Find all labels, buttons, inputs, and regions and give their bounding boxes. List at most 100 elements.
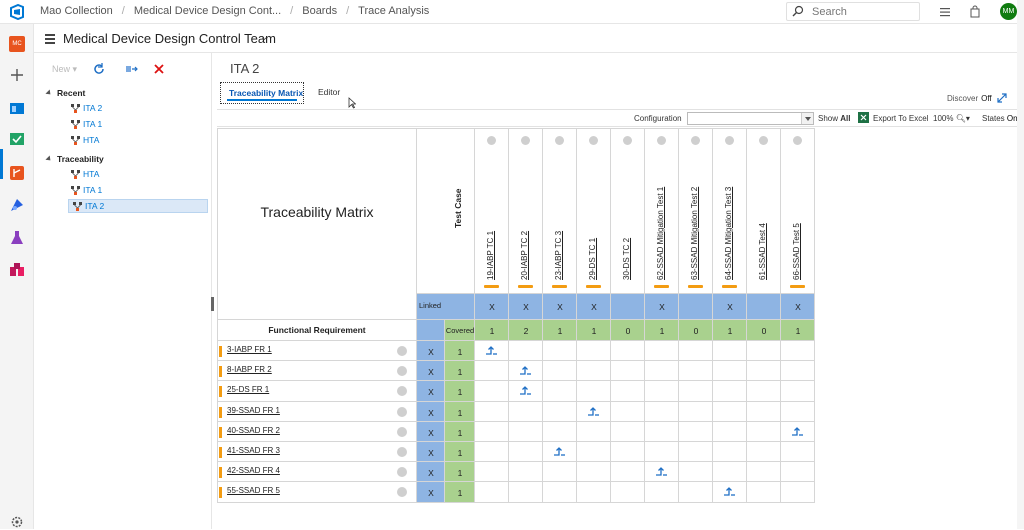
refresh-icon[interactable] <box>92 62 106 76</box>
matrix-cell[interactable] <box>781 442 815 463</box>
discover-toggle[interactable]: Discover Off <box>947 94 992 103</box>
trace-link-icon[interactable] <box>723 486 736 497</box>
matrix-cell[interactable] <box>645 401 679 422</box>
matrix-cell[interactable] <box>747 401 781 422</box>
matrix-cell[interactable] <box>611 421 645 442</box>
matrix-cell[interactable] <box>509 341 543 362</box>
matrix-cell[interactable] <box>611 401 645 422</box>
matrix-cell[interactable] <box>747 482 781 503</box>
trace-link-icon[interactable] <box>519 365 532 375</box>
pipelines-icon[interactable] <box>9 197 25 213</box>
overview-icon[interactable] <box>9 100 25 116</box>
matrix-cell[interactable] <box>475 462 509 483</box>
settings-icon[interactable] <box>9 514 25 530</box>
matrix-cell[interactable] <box>679 421 713 442</box>
matrix-cell[interactable] <box>713 482 747 503</box>
matrix-cell[interactable] <box>543 341 577 362</box>
matrix-cell[interactable] <box>543 361 577 382</box>
matrix-cell[interactable] <box>781 381 815 402</box>
matrix-cell[interactable] <box>679 401 713 422</box>
trace-link-icon[interactable] <box>655 466 668 476</box>
panel-splitter-handle[interactable] <box>211 297 214 311</box>
breadcrumb-trace-analysis[interactable]: Trace Analysis <box>358 5 430 17</box>
matrix-cell[interactable] <box>781 361 815 382</box>
requirement-link[interactable]: 3-IABP FR 1 <box>227 345 272 354</box>
requirement-link[interactable]: 42-SSAD FR 4 <box>227 466 280 476</box>
boards-icon[interactable] <box>9 131 25 147</box>
matrix-cell[interactable] <box>679 482 713 503</box>
expand-icon[interactable] <box>996 92 1008 104</box>
matrix-cell[interactable] <box>713 381 747 402</box>
column-header-link[interactable]: 30-DS TC 2 <box>622 237 631 280</box>
matrix-cell[interactable] <box>611 361 645 382</box>
column-header-link[interactable]: 23-IABP TC 3 <box>554 230 563 280</box>
column-header-link[interactable]: 29-DS TC 1 <box>588 237 597 280</box>
trace-link-icon[interactable] <box>587 406 600 416</box>
breadcrumb-boards[interactable]: Boards <box>302 5 338 17</box>
matrix-cell[interactable] <box>543 421 577 442</box>
matrix-cell[interactable] <box>577 361 611 382</box>
artifacts-icon[interactable] <box>9 262 25 278</box>
matrix-cell[interactable] <box>645 482 679 503</box>
org-badge[interactable]: MC <box>9 36 25 52</box>
matrix-cell[interactable] <box>747 361 781 382</box>
team-name[interactable]: Medical Device Design Control Team <box>63 31 276 46</box>
matrix-cell[interactable] <box>611 482 645 503</box>
tree-item-traceability-ita-2[interactable]: ITA 2 <box>68 199 208 213</box>
matrix-cell[interactable] <box>713 401 747 422</box>
matrix-cell[interactable] <box>713 341 747 362</box>
matrix-cell[interactable] <box>713 421 747 442</box>
matrix-cell[interactable] <box>475 361 509 382</box>
matrix-cell[interactable] <box>475 341 509 362</box>
shopping-bag-icon[interactable] <box>968 5 982 19</box>
matrix-cell[interactable] <box>577 341 611 362</box>
tree-group-recent[interactable]: Recent <box>45 88 85 98</box>
column-header-link[interactable]: 62-SSAD Mitigation Test 1 <box>656 186 665 280</box>
excel-icon[interactable] <box>858 112 869 123</box>
tree-group-traceability[interactable]: Traceability <box>45 154 104 164</box>
matrix-cell[interactable] <box>645 462 679 483</box>
matrix-cell[interactable] <box>509 482 543 503</box>
requirement-link[interactable]: 41-SSAD FR 3 <box>227 446 280 455</box>
matrix-cell[interactable] <box>475 421 509 442</box>
search-input[interactable]: Search <box>786 2 920 21</box>
matrix-cell[interactable] <box>577 381 611 402</box>
repos-icon[interactable] <box>9 165 25 181</box>
matrix-cell[interactable] <box>509 361 543 382</box>
breadcrumb-project[interactable]: Medical Device Design Cont... <box>133 5 282 17</box>
matrix-cell[interactable] <box>611 341 645 362</box>
tree-item-recent-ita-2[interactable]: ITA 2 <box>67 102 207 116</box>
matrix-cell[interactable] <box>679 341 713 362</box>
matrix-cell[interactable] <box>645 442 679 463</box>
add-icon[interactable] <box>9 67 25 83</box>
matrix-cell[interactable] <box>577 442 611 463</box>
column-header-link[interactable]: 64-SSAD Mitigation Test 3 <box>724 186 733 280</box>
tab-editor[interactable]: Editor <box>318 87 341 97</box>
matrix-cell[interactable] <box>577 482 611 503</box>
matrix-cell[interactable] <box>679 462 713 483</box>
matrix-cell[interactable] <box>679 361 713 382</box>
test-plans-icon[interactable] <box>9 230 25 246</box>
matrix-cell[interactable] <box>509 462 543 483</box>
matrix-cell[interactable] <box>747 462 781 483</box>
matrix-cell[interactable] <box>543 462 577 483</box>
move-icon[interactable] <box>124 62 138 76</box>
matrix-cell[interactable] <box>577 462 611 483</box>
trace-link-icon[interactable] <box>519 385 532 396</box>
matrix-cell[interactable] <box>577 421 611 442</box>
matrix-cell[interactable] <box>747 421 781 442</box>
matrix-cell[interactable] <box>475 442 509 463</box>
matrix-cell[interactable] <box>611 381 645 402</box>
column-header-link[interactable]: 66-SSAD Test 5 <box>792 223 801 280</box>
matrix-cell[interactable] <box>475 381 509 402</box>
new-button[interactable]: New ▾ <box>52 64 78 74</box>
trace-link-icon[interactable] <box>553 446 566 456</box>
requirement-link[interactable]: 8-IABP FR 2 <box>227 365 272 375</box>
tree-item-recent-ita-1[interactable]: ITA 1 <box>67 118 207 132</box>
matrix-cell[interactable] <box>747 442 781 463</box>
zoom-control[interactable]: 100% 🔍︎▾ <box>933 114 970 123</box>
matrix-cell[interactable] <box>713 462 747 483</box>
tab-traceability-matrix[interactable]: Traceability Matrix <box>220 82 304 104</box>
matrix-cell[interactable] <box>645 361 679 382</box>
matrix-cell[interactable] <box>543 401 577 422</box>
